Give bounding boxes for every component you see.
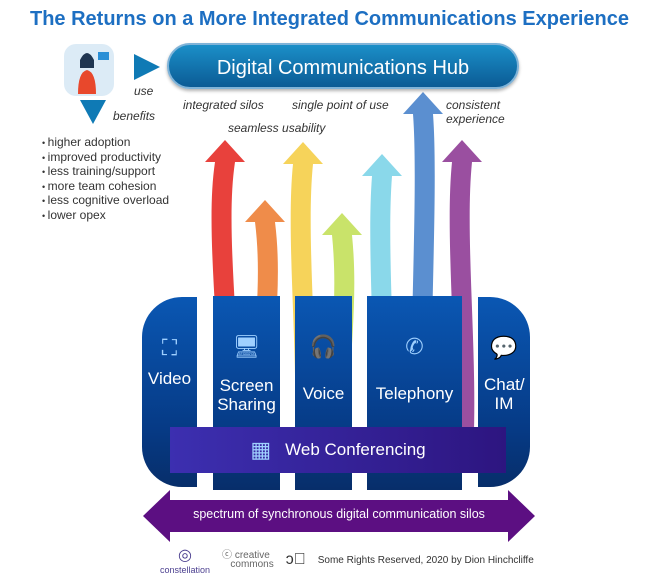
copyleft-icon: ↄ⃝ (285, 551, 306, 568)
headset-icon: 🎧 (309, 334, 338, 359)
list-item: less cognitive overload (42, 194, 169, 209)
list-item: improved productivity (42, 150, 169, 166)
constellation-logo: ◎ constellation (160, 547, 211, 575)
rising-arrow-7 (442, 140, 482, 470)
web-conferencing-bar: ▦ Web Conferencing (170, 427, 506, 473)
label-single-point: single point of use (292, 98, 389, 112)
user-avatar-icon (64, 44, 114, 96)
digital-communications-hub: Digital Communications Hub (167, 43, 519, 89)
label-consistent-experience: consistent experience (446, 98, 505, 126)
web-conferencing-label: Web Conferencing (285, 440, 426, 459)
chat-icon: 💬 (490, 335, 518, 360)
list-item: lower opex (42, 208, 169, 224)
footer: ◎ constellation ⓒ creative commons ↄ⃝ Som… (160, 545, 534, 575)
diagram-title: The Returns on a More Integrated Communi… (29, 8, 629, 30)
label-seamless-usability: seamless usability (228, 121, 326, 135)
video-grid-icon: ⛶ (161, 335, 178, 360)
creative-commons-logo: ⓒ creative commons (222, 550, 274, 570)
use-arrow-icon (134, 54, 160, 80)
list-item: less training/support (42, 165, 169, 180)
phone-bubble-icon: ✆ (405, 334, 424, 359)
benefits-list: higher adoption improved productivity le… (42, 135, 169, 224)
list-item: higher adoption (42, 135, 169, 151)
silo-video: ⛶ Video (142, 297, 197, 487)
benefits-label: benefits (113, 109, 156, 123)
list-item: more team cohesion (42, 179, 169, 195)
use-label: use (134, 84, 154, 98)
spectrum-double-arrow (143, 490, 535, 542)
label-integrated-silos: integrated silos (183, 98, 264, 112)
web-conference-screen-icon: ▦ (250, 437, 272, 462)
monitor-icon: 🖥 (232, 334, 261, 359)
rights-text: Some Rights Reserved, 2020 by Dion Hinch… (317, 554, 534, 566)
benefits-arrow-icon (80, 100, 106, 124)
spectrum-label: spectrum of synchronous digital communic… (193, 507, 485, 521)
